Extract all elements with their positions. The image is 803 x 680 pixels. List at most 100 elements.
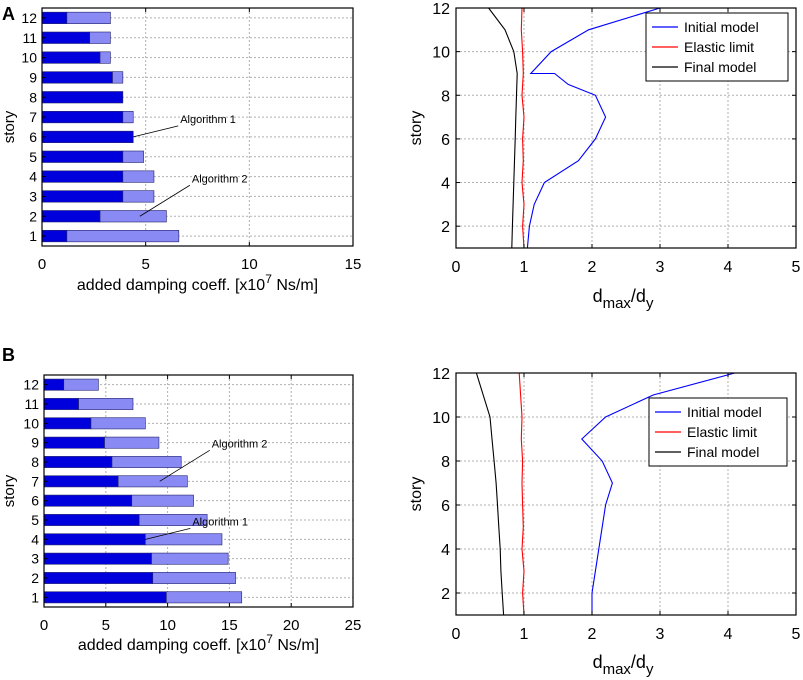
bar-algorithm-1-story-9 bbox=[43, 436, 105, 449]
x-axis-label-exponent: 7 bbox=[265, 272, 272, 286]
y-axis-label: story bbox=[408, 111, 425, 146]
x-tick-label: 2 bbox=[588, 259, 597, 276]
bar-algorithm-1-story-11 bbox=[43, 398, 79, 410]
y-tick-label: 10 bbox=[21, 50, 37, 66]
y-tick-label: 12 bbox=[23, 377, 39, 393]
x-tick-label: 0 bbox=[38, 256, 46, 273]
x-axis-label-sub-max: max bbox=[603, 661, 632, 678]
bar-algorithm-1-story-9 bbox=[41, 71, 113, 84]
x-tick-label: 1 bbox=[520, 259, 529, 276]
y-tick-label: 10 bbox=[23, 415, 39, 431]
y-tick-label: 7 bbox=[31, 473, 39, 489]
bar-algorithm-1-story-3 bbox=[41, 190, 124, 203]
y-tick-label: 6 bbox=[31, 493, 39, 509]
x-tick-label: 5 bbox=[792, 626, 801, 643]
x-axis-label-slash-d: /d bbox=[631, 286, 646, 306]
y-tick-label: 3 bbox=[31, 551, 39, 567]
panel-label-a: A bbox=[2, 4, 15, 24]
series-line-final-model bbox=[475, 372, 505, 616]
bar-algorithm-1-story-7 bbox=[41, 111, 124, 124]
x-axis-label: dmax/dy bbox=[593, 286, 654, 312]
legend-entry: Final model bbox=[687, 444, 759, 460]
plot-frame bbox=[41, 7, 354, 247]
bar-algorithm-1-story-2 bbox=[43, 572, 154, 584]
y-tick-label: 2 bbox=[441, 219, 450, 236]
bar-algorithm-2-story-5 bbox=[138, 514, 208, 526]
bar-algorithm-1-story-5 bbox=[43, 514, 140, 526]
y-tick-label: 1 bbox=[31, 589, 39, 605]
y-axis-label: story bbox=[1, 474, 18, 507]
series-line-initial-model bbox=[526, 7, 661, 249]
y-tick-label: 2 bbox=[31, 570, 39, 586]
x-axis-label-d: d bbox=[593, 286, 603, 306]
x-tick-label: 10 bbox=[241, 256, 258, 273]
y-tick-label: 5 bbox=[31, 512, 39, 528]
y-tick-label: 4 bbox=[441, 542, 450, 559]
x-tick-label: 0 bbox=[452, 259, 461, 276]
plot-frame bbox=[43, 374, 354, 608]
bar-algorithm-2-story-12 bbox=[66, 11, 111, 24]
legend-box bbox=[648, 397, 788, 467]
legend-entry: Final model bbox=[684, 59, 756, 75]
bar-algorithm-2-story-9 bbox=[104, 436, 160, 449]
y-tick-label: 7 bbox=[29, 109, 37, 125]
bar-algorithm-1-story-4 bbox=[41, 170, 124, 183]
y-tick-label: 10 bbox=[432, 45, 450, 62]
plot-frame bbox=[455, 372, 797, 616]
y-tick-label: 3 bbox=[29, 188, 37, 204]
annotation-algorithm-2: Algorithm 2 bbox=[192, 173, 248, 185]
bar-algorithm-1-story-11 bbox=[41, 31, 90, 44]
y-tick-label: 9 bbox=[29, 69, 37, 85]
y-tick-label: 11 bbox=[22, 30, 37, 46]
x-axis-label-sub-max: max bbox=[603, 295, 632, 312]
annotation-leader-line bbox=[159, 449, 210, 482]
x-tick-label: 5 bbox=[102, 617, 110, 634]
plot-frame bbox=[455, 7, 797, 249]
y-tick-label: 9 bbox=[31, 435, 39, 451]
y-tick-label: 4 bbox=[441, 176, 450, 193]
bar-algorithm-2-story-3 bbox=[122, 190, 155, 203]
legend-entry: Initial model bbox=[684, 19, 759, 35]
legend: Initial model Elastic limit Final model bbox=[645, 12, 789, 82]
y-tick-label: 8 bbox=[441, 454, 450, 471]
bar-algorithm-1-story-7 bbox=[43, 475, 119, 488]
y-tick-label: 12 bbox=[432, 366, 450, 383]
y-axis-label: story bbox=[1, 110, 18, 143]
x-tick-label: 15 bbox=[221, 617, 238, 634]
x-axis-label: added damping coeff. [x107 Ns/m] bbox=[78, 632, 319, 654]
bar-algorithm-1-story-5 bbox=[41, 150, 124, 163]
y-tick-label: 8 bbox=[441, 88, 450, 105]
y-tick-label: 5 bbox=[29, 149, 37, 165]
bar-algorithm-2-story-4 bbox=[145, 533, 223, 546]
x-tick-label: 10 bbox=[159, 617, 176, 634]
annotation-leader-line bbox=[139, 184, 191, 217]
bar-algorithm-2-story-6 bbox=[131, 494, 194, 507]
panel-label-b: B bbox=[2, 345, 15, 365]
bar-algorithm-2-story-7 bbox=[117, 475, 188, 488]
x-axis-label-main: added damping coeff. [x10 bbox=[77, 277, 265, 294]
x-tick-label: 5 bbox=[141, 256, 149, 273]
series-line-final-model bbox=[488, 7, 518, 249]
x-tick-label: 20 bbox=[283, 617, 300, 634]
y-tick-label: 8 bbox=[29, 89, 37, 105]
y-tick-label: 6 bbox=[29, 129, 37, 145]
bar-algorithm-2-story-1 bbox=[66, 230, 180, 243]
y-tick-label: 4 bbox=[31, 531, 39, 547]
bar-algorithm-2-story-11 bbox=[78, 398, 134, 410]
x-tick-label: 3 bbox=[656, 259, 665, 276]
series-line-initial-model bbox=[581, 372, 735, 615]
x-tick-label: 1 bbox=[520, 626, 529, 643]
series-line-elastic-limit bbox=[520, 7, 525, 249]
x-axis-label: dmax/dy bbox=[593, 652, 654, 678]
y-tick-label: 1 bbox=[29, 228, 37, 244]
x-axis-label-sub-y: y bbox=[646, 661, 654, 678]
annotation-algorithm-2: Algorithm 2 bbox=[212, 438, 268, 450]
bar-algorithm-2-story-2 bbox=[152, 572, 236, 584]
y-tick-label: 6 bbox=[441, 498, 450, 515]
bar-algorithm-2-story-9 bbox=[112, 71, 124, 84]
y-tick-label: 4 bbox=[29, 169, 37, 185]
